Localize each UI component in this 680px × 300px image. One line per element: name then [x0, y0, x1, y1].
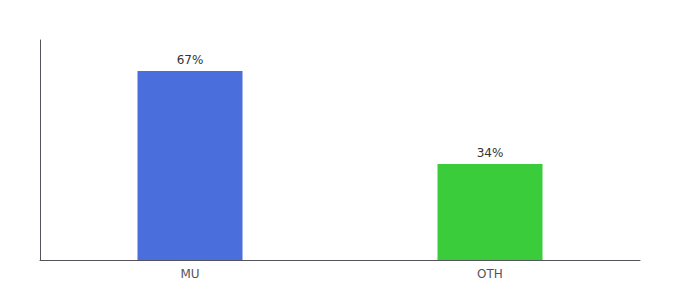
- svg-text:34%: 34%: [477, 146, 504, 160]
- svg-text:67%: 67%: [177, 53, 204, 67]
- svg-text:OTH: OTH: [477, 267, 503, 281]
- svg-text:MU: MU: [180, 267, 199, 281]
